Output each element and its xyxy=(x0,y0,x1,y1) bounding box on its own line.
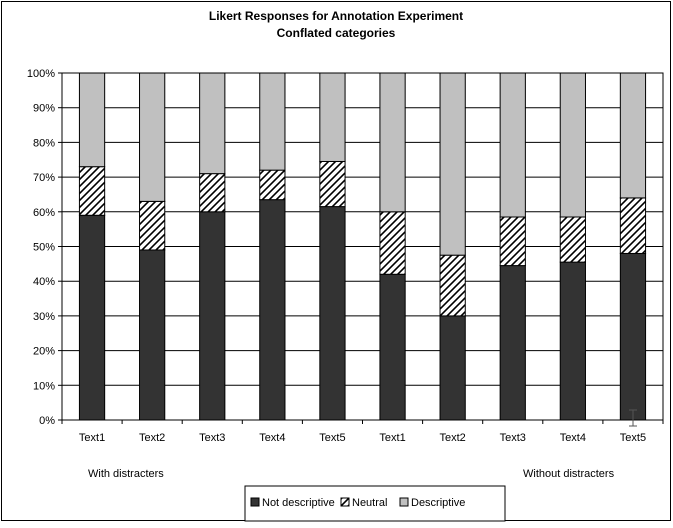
bar-segment-descriptive xyxy=(379,72,406,213)
bar-segment-neutral xyxy=(139,200,166,251)
bar-segment-neutral xyxy=(259,169,286,201)
legend-label-descriptive: Descriptive xyxy=(411,497,465,509)
text-cursor-icon xyxy=(629,409,637,427)
bar-segment-neutral xyxy=(199,173,226,213)
y-tick-label: 100% xyxy=(27,68,55,80)
y-tick-label: 40% xyxy=(33,276,55,288)
legend-label-not-descriptive: Not descriptive xyxy=(262,497,335,509)
x-tick-label: Text4 xyxy=(259,432,285,444)
x-tick-label: Text3 xyxy=(500,432,526,444)
y-tick-label: 80% xyxy=(33,137,55,149)
bar-segment-neutral xyxy=(559,216,586,263)
y-tick-label: 50% xyxy=(33,242,55,254)
group-label: Without distracters xyxy=(523,468,615,480)
bar-segment-not-descriptive xyxy=(139,249,166,421)
legend: Not descriptive Neutral Descriptive xyxy=(244,485,506,522)
bar-segment-descriptive xyxy=(259,72,286,171)
chart-title: Likert Responses for Annotation Experime… xyxy=(209,9,463,23)
bar-segment-not-descriptive xyxy=(439,315,466,421)
bar-segment-neutral xyxy=(499,216,526,267)
bar-segment-neutral xyxy=(439,254,466,317)
x-tick-label: Text3 xyxy=(199,432,225,444)
bar-segment-descriptive xyxy=(499,72,526,218)
x-axis: Text1 Text2 Text3 Text4 Text5 Text1 Text2 Text3… xyxy=(61,420,664,444)
bar-segment-descriptive xyxy=(319,72,346,162)
bar-segment-not-descriptive xyxy=(559,261,586,421)
bar-segment-neutral xyxy=(78,166,106,216)
bar-segment-descriptive xyxy=(439,72,466,256)
x-tick-label: Text4 xyxy=(560,432,586,444)
chart-subtitle: Conflated categories xyxy=(277,26,396,40)
bar-segment-not-descriptive xyxy=(259,199,286,421)
y-tick-label: 30% xyxy=(33,311,55,323)
y-axis: 0% 10% 20% 30% 40% 50% 60% 70% 80% 90% 100% xyxy=(27,68,62,427)
y-tick-label: 70% xyxy=(33,172,55,184)
bar-segment-not-descriptive xyxy=(379,273,406,421)
x-tick-label: Text1 xyxy=(79,432,105,444)
bar-segment-not-descriptive xyxy=(499,265,526,421)
bar-segment-descriptive xyxy=(139,72,166,202)
group-labels: With distracters Without distracters xyxy=(88,468,615,480)
bar-segment-neutral xyxy=(319,160,346,208)
y-tick-label: 20% xyxy=(33,346,55,358)
bar-segment-descriptive xyxy=(78,72,106,168)
legend-swatch-neutral xyxy=(340,497,350,507)
legend-swatch-descriptive xyxy=(399,497,409,507)
bar-segment-descriptive xyxy=(199,72,226,175)
y-tick-label: 90% xyxy=(33,103,55,115)
y-tick-label: 10% xyxy=(33,380,55,392)
x-tick-label: Text5 xyxy=(620,432,646,444)
x-tick-label: Text2 xyxy=(440,432,466,444)
legend-box xyxy=(244,485,506,522)
bar-segment-descriptive xyxy=(559,72,586,218)
group-label: With distracters xyxy=(88,468,164,480)
x-tick-label: Text2 xyxy=(139,432,165,444)
bar-segment-descriptive xyxy=(619,72,647,199)
bar-segment-not-descriptive xyxy=(199,211,226,421)
x-tick-label: Text1 xyxy=(379,432,405,444)
y-tick-label: 60% xyxy=(33,207,55,219)
bar-segment-not-descriptive xyxy=(78,214,106,421)
bar-segment-not-descriptive xyxy=(319,206,346,421)
bar-segment-neutral xyxy=(379,211,406,275)
bar-segment-not-descriptive xyxy=(619,252,647,421)
legend-label-neutral: Neutral xyxy=(352,497,387,509)
x-tick-label: Text5 xyxy=(319,432,345,444)
y-tick-label: 0% xyxy=(39,415,55,427)
legend-swatch-not-descriptive xyxy=(250,497,260,507)
bar-segment-neutral xyxy=(619,197,647,254)
